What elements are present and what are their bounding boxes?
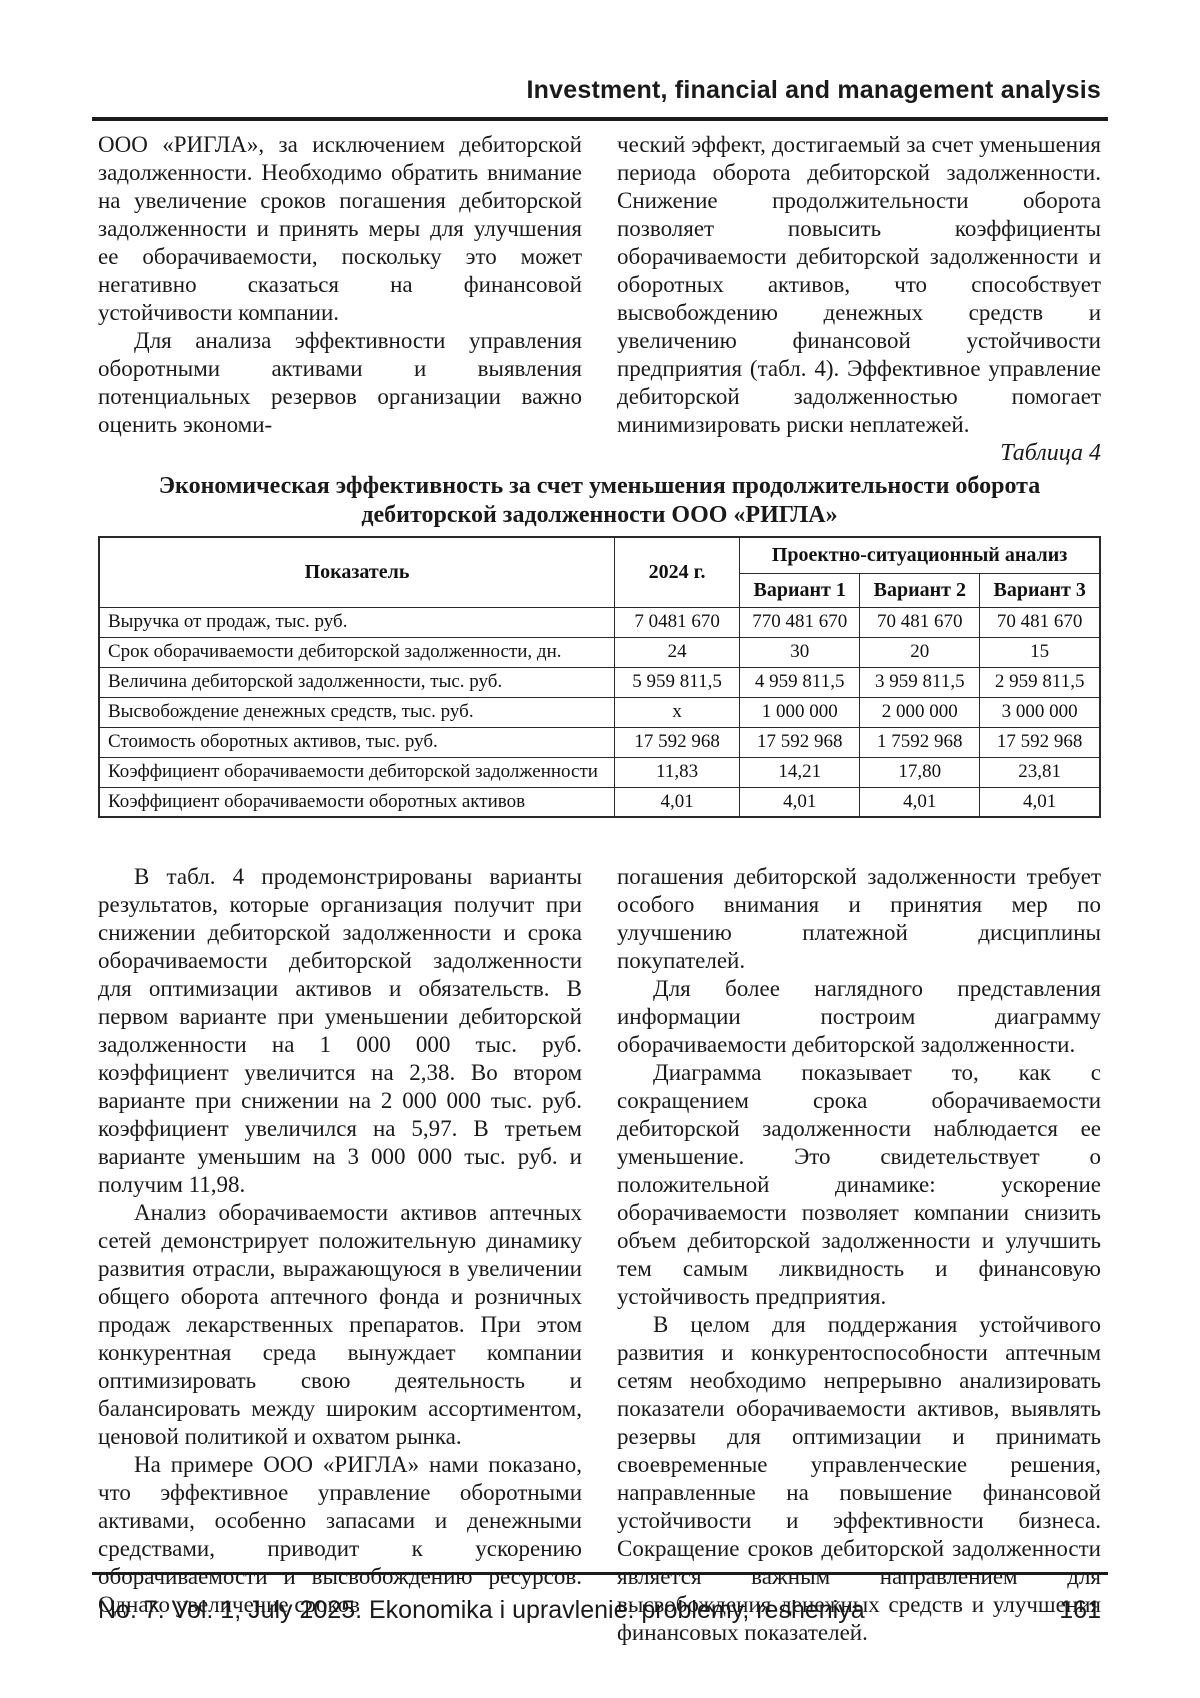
- col-header-indicator: Показатель: [98, 536, 616, 608]
- page-number: 161: [1059, 1596, 1101, 1624]
- economic-efficiency-table: Показатель 2024 г. Проектно-ситуационный…: [98, 536, 1101, 818]
- paragraph: Анализ оборачиваемости активов аптечных …: [98, 1200, 582, 1449]
- cell-value: 20: [859, 636, 981, 668]
- page-footer: No. 7. Vol. 1, July 2025. Ekonomika i up…: [98, 1596, 1101, 1625]
- cell-value: 23,81: [979, 756, 1101, 788]
- cell-value: 4 959 811,5: [739, 666, 861, 698]
- paragraph: Диаграмма показывает то, как с сокращени…: [617, 1060, 1101, 1309]
- cell-value: х: [614, 696, 741, 728]
- table-row: Высвобождение денежных средств, тыс. руб…: [98, 696, 1101, 728]
- cell-value: 14,21: [739, 756, 861, 788]
- paragraph: На примере ООО «РИГЛА» нами показано, чт…: [98, 1452, 582, 1617]
- cell-value: 3 000 000: [979, 696, 1101, 728]
- row-label: Срок оборачиваемости дебиторской задолже…: [98, 636, 616, 668]
- table-title: Экономическая эффективность за счет умен…: [98, 472, 1101, 530]
- cell-value: 17 592 968: [614, 726, 741, 758]
- col-header-year: 2024 г.: [614, 536, 741, 608]
- cell-value: 2 959 811,5: [979, 666, 1101, 698]
- table-row: Коэффициент оборачиваемости дебиторской …: [98, 756, 1101, 788]
- row-label: Стоимость оборотных активов, тыс. руб.: [98, 726, 616, 758]
- cell-value: 770 481 670: [739, 606, 861, 638]
- paragraph: Для анализа эффективности управления обо…: [98, 328, 582, 437]
- table-row: Величина дебиторской задолженности, тыс.…: [98, 666, 1101, 698]
- col-header-variant-3: Вариант 3: [979, 572, 1101, 608]
- paragraph: В целом для поддержания устойчивого разв…: [617, 1312, 1101, 1645]
- row-label: Коэффициент оборачиваемости оборотных ак…: [98, 786, 616, 818]
- table-row: Коэффициент оборачиваемости оборотных ак…: [98, 786, 1101, 818]
- cell-value: 4,01: [859, 786, 981, 818]
- cell-value: 7 0481 670: [614, 606, 741, 638]
- table-header-row-1: Показатель 2024 г. Проектно-ситуационный…: [98, 536, 1101, 608]
- table-title-line1: Экономическая эффективность за счет умен…: [158, 473, 1041, 499]
- table-row: Выручка от продаж, тыс. руб. 7 0481 670 …: [98, 606, 1101, 638]
- row-label: Высвобождение денежных средств, тыс. руб…: [98, 696, 616, 728]
- upper-left-column: ООО «РИГЛА», за исключением дебиторской …: [98, 131, 582, 439]
- footer-journal-info: No. 7. Vol. 1, July 2025. Ekonomika i up…: [98, 1596, 865, 1624]
- paragraph: ООО «РИГЛА», за исключением дебиторской …: [98, 132, 582, 325]
- cell-value: 30: [739, 636, 861, 668]
- table-title-line2: дебиторской задолженности ООО «РИГЛА»: [361, 502, 838, 528]
- upper-right-column: ческий эффект, достигаемый за счет умень…: [617, 131, 1101, 439]
- cell-value: 11,83: [614, 756, 741, 788]
- header-rule: [92, 117, 1108, 121]
- cell-value: 24: [614, 636, 741, 668]
- table-header-row-2: Вариант 1 Вариант 2 Вариант 3: [99, 572, 1101, 608]
- row-label: Коэффициент оборачиваемости дебиторской …: [98, 756, 616, 788]
- row-label: Величина дебиторской задолженности, тыс.…: [98, 666, 616, 698]
- cell-value: 3 959 811,5: [859, 666, 981, 698]
- cell-value: 4,01: [614, 786, 741, 818]
- cell-value: 1 000 000: [739, 696, 861, 728]
- table-row: Стоимость оборотных активов, тыс. руб. 1…: [98, 726, 1101, 758]
- paragraph: В табл. 4 продемонстрированы варианты ре…: [98, 864, 582, 1197]
- paragraph: погашения дебиторской задолженности треб…: [617, 864, 1101, 973]
- cell-value: 15: [979, 636, 1101, 668]
- cell-value: 4,01: [739, 786, 861, 818]
- cell-value: 70 481 670: [979, 606, 1101, 638]
- table-number-label: Таблица 4: [1000, 440, 1101, 466]
- cell-value: 17,80: [859, 756, 981, 788]
- cell-value: 1 7592 968: [859, 726, 981, 758]
- cell-value: 17 592 968: [739, 726, 861, 758]
- lower-left-column: В табл. 4 продемонстрированы варианты ре…: [98, 863, 582, 1619]
- row-label: Выручка от продаж, тыс. руб.: [98, 606, 616, 638]
- col-header-variant-1: Вариант 1: [739, 572, 861, 608]
- col-header-analysis: Проектно-ситуационный анализ: [739, 536, 1101, 574]
- cell-value: 5 959 811,5: [614, 666, 741, 698]
- paragraph: ческий эффект, достигаемый за счет умень…: [617, 132, 1101, 437]
- cell-value: 70 481 670: [859, 606, 981, 638]
- cell-value: 17 592 968: [979, 726, 1101, 758]
- cell-value: 2 000 000: [859, 696, 981, 728]
- table-row: Срок оборачиваемости дебиторской задолже…: [98, 636, 1101, 668]
- col-header-variant-2: Вариант 2: [859, 572, 981, 608]
- paragraph: Для более наглядного представления инфор…: [617, 976, 1101, 1057]
- lower-right-column: погашения дебиторской задолженности треб…: [617, 863, 1101, 1647]
- running-head: Investment, financial and management ana…: [526, 76, 1101, 104]
- footer-rule: [92, 1572, 1108, 1575]
- cell-value: 4,01: [979, 786, 1101, 818]
